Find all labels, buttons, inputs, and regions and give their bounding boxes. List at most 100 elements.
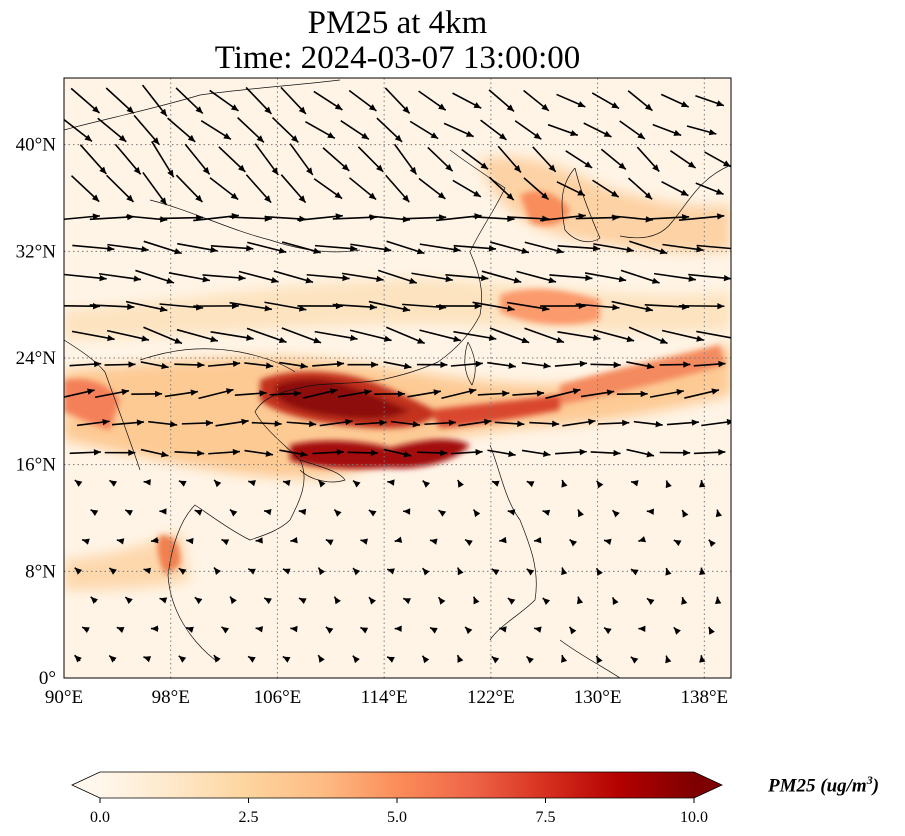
wind-arrow [696, 244, 731, 250]
wind-arrow [627, 90, 653, 112]
wind-arrow [595, 567, 603, 576]
wind-arrow [221, 538, 230, 546]
wind-arrow [193, 302, 239, 310]
wind-arrow [255, 626, 264, 633]
wind-arrow [177, 242, 218, 253]
lon-tick-label: 90°E [45, 687, 83, 708]
wind-arrow [638, 536, 646, 543]
wind-arrow [247, 568, 256, 575]
wind-arrow [646, 597, 655, 606]
wind-arrow [487, 361, 516, 369]
wind-arrow [481, 270, 522, 284]
wind-arrow [427, 146, 454, 172]
wind-arrow [281, 327, 322, 344]
colorbar-tick-label: 0.0 [90, 809, 110, 826]
wind-arrow [526, 568, 535, 576]
wind-arrow [368, 509, 377, 517]
wind-arrow [385, 326, 426, 345]
colorbar-tick-label: 7.5 [536, 809, 556, 826]
wind-arrow [620, 269, 660, 284]
pm25-hotspot-peninsula [157, 535, 181, 575]
wind-arrow [313, 178, 343, 200]
wind-arrow [452, 92, 482, 109]
wind-arrow [665, 567, 672, 576]
wind-arrow [393, 143, 418, 175]
wind-arrow [453, 330, 497, 341]
wind-arrow [524, 327, 565, 344]
wind-arrow [254, 143, 279, 176]
wind-arrow [547, 123, 579, 137]
wind-arrow [325, 626, 334, 634]
wind-arrow [229, 301, 273, 312]
colorbar-extend-min [72, 772, 100, 798]
wind-arrow [167, 117, 196, 143]
wind-arrow [317, 479, 326, 488]
wind-arrow [626, 448, 655, 458]
wind-arrow [429, 538, 438, 545]
wind-arrow [140, 361, 169, 370]
wind-arrow [302, 388, 338, 399]
wind-arrow [708, 539, 716, 548]
pm25-hotspot-yellow-sea [520, 190, 570, 226]
wind-arrow [200, 120, 232, 140]
wind-arrow [402, 214, 447, 221]
wind-arrow [603, 626, 612, 635]
wind-arrow [341, 272, 384, 283]
colorbar-tick-label: 2.5 [239, 809, 259, 826]
wind-arrow [377, 269, 418, 284]
wind-arrow [349, 329, 392, 342]
wind-arrow [472, 596, 480, 605]
wind-arrow [695, 182, 724, 195]
wind-arrow [521, 449, 551, 457]
wind-arrow [143, 326, 183, 345]
wind-arrow [74, 479, 83, 487]
wind-arrow [630, 656, 639, 664]
philippines-coast [489, 444, 537, 641]
wind-arrow [98, 272, 142, 282]
lon-tick-label: 98°E [152, 687, 190, 708]
wind-arrow [255, 537, 263, 544]
wind-arrow [681, 596, 688, 605]
wind-arrow [282, 655, 291, 663]
wind-arrow [390, 420, 421, 428]
colorbar-extend-max [694, 772, 722, 798]
wind-arrow [402, 597, 411, 605]
wind-arrow [184, 143, 211, 175]
wind-arrow [374, 390, 405, 398]
wind-arrow [480, 119, 508, 141]
lat-tick-label: 24°N [16, 348, 57, 369]
borneo-coast [559, 639, 621, 678]
wind-arrow [590, 449, 621, 457]
wind-arrow [116, 538, 125, 545]
wind-arrow [298, 597, 307, 605]
wind-arrow [280, 86, 307, 115]
wind-arrow [143, 240, 182, 255]
wind-arrow [194, 596, 203, 605]
wind-arrow [143, 567, 152, 574]
wind-arrow [263, 509, 272, 516]
wind-arrow [626, 361, 655, 370]
wind-arrow [142, 171, 168, 206]
wind-arrow [297, 213, 343, 222]
wind-arrow [464, 538, 473, 547]
wind-arrow [526, 480, 535, 488]
wind-arrow [422, 480, 431, 488]
wind-arrow [633, 420, 663, 428]
wind-arrow [251, 420, 282, 427]
wind-arrow [673, 539, 682, 547]
wind-arrow [628, 326, 668, 345]
wind-arrow [279, 361, 308, 369]
wind-arrow [630, 480, 639, 487]
lat-tick-label: 16°N [16, 455, 57, 476]
wind-arrow [186, 537, 194, 545]
taiwan-coast [464, 341, 476, 386]
wind-arrow [629, 240, 668, 255]
wind-arrow [545, 388, 581, 400]
wind-arrow [290, 625, 298, 633]
wind-arrow [445, 274, 489, 282]
wind-arrow [577, 509, 584, 518]
wind-arrow [234, 390, 267, 397]
korea-coast [561, 167, 601, 243]
wind-arrow [333, 596, 341, 605]
wind-arrow [352, 655, 360, 664]
